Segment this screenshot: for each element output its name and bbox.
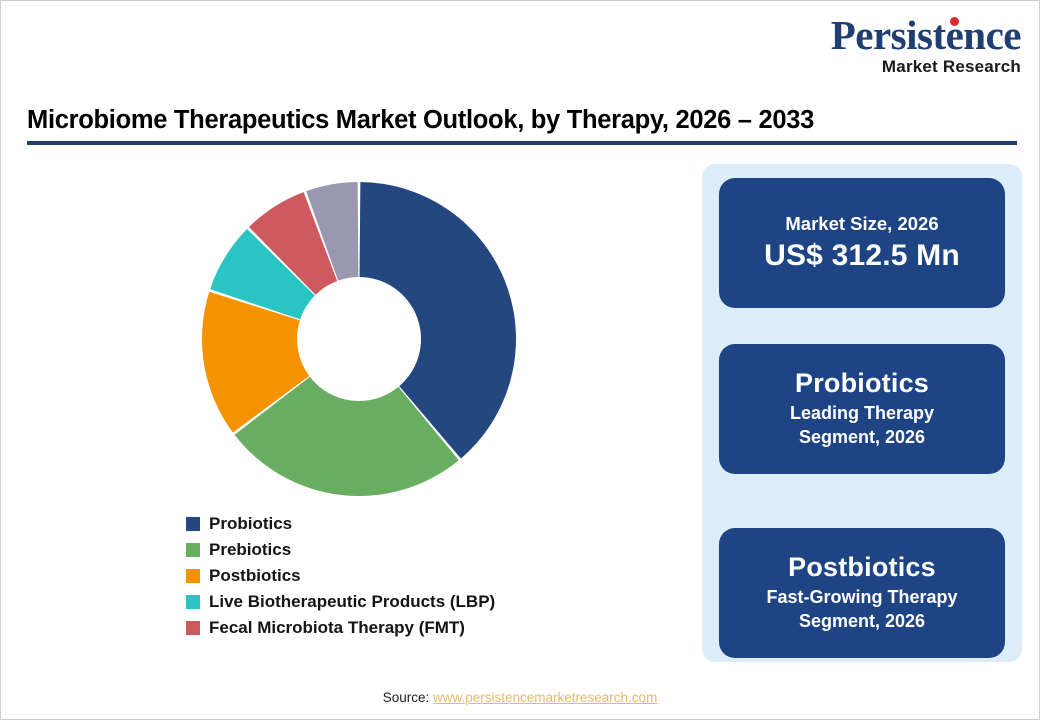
legend-swatch-fmt	[186, 621, 200, 635]
leading-segment-desc-2: Segment, 2026	[798, 427, 926, 448]
legend-item-prebiotics: Prebiotics	[186, 540, 495, 560]
legend-label-fmt: Fecal Microbiota Therapy (FMT)	[209, 618, 465, 637]
logo-tagline: Market Research	[881, 57, 1021, 76]
legend-label-probiotics: Probiotics	[209, 514, 293, 533]
legend-swatch-lbp	[186, 595, 200, 609]
market-size-value: US$ 312.5 Mn	[764, 238, 960, 272]
logo-dot-icon	[949, 17, 959, 26]
title-block: Microbiome Therapeutics Market Outlook, …	[27, 106, 1017, 145]
fast-growing-segment-desc-1: Fast-Growing Therapy	[766, 587, 958, 608]
leading-segment-desc-1: Leading Therapy	[789, 403, 935, 424]
legend-item-lbp: Live Biotherapeutic Products (LBP)	[186, 592, 495, 612]
chart-legend: Probiotics Prebiotics Postbiotics Live B…	[186, 514, 495, 644]
donut-slice	[306, 182, 359, 281]
donut-slice	[359, 182, 516, 459]
page-title: Microbiome Therapeutics Market Outlook, …	[27, 106, 814, 134]
leading-segment-card: Probiotics Leading Therapy Segment, 2026	[719, 344, 1005, 474]
title-underline	[27, 141, 1017, 145]
logo-wordmark: Persistence	[830, 12, 1022, 58]
brand-logo: Persistence Market Research	[830, 12, 1022, 76]
market-size-label: Market Size, 2026	[785, 213, 939, 235]
highlights-panel: Market Size, 2026 US$ 312.5 Mn Probiotic…	[702, 164, 1022, 662]
fast-growing-segment-card: Postbiotics Fast-Growing Therapy Segment…	[719, 528, 1005, 658]
legend-label-prebiotics: Prebiotics	[209, 540, 292, 559]
source-label: Source:	[382, 690, 430, 705]
donut-slice	[248, 192, 338, 295]
donut-chart	[201, 181, 517, 497]
donut-chart-svg	[202, 182, 516, 497]
fast-growing-segment-name: Postbiotics	[788, 552, 936, 583]
fast-growing-segment-desc-2: Segment, 2026	[798, 611, 926, 632]
legend-item-fmt: Fecal Microbiota Therapy (FMT)	[186, 618, 495, 638]
legend-swatch-postbiotics	[186, 569, 200, 583]
legend-swatch-prebiotics	[186, 543, 200, 557]
market-size-card: Market Size, 2026 US$ 312.5 Mn	[719, 178, 1005, 308]
donut-slices	[202, 182, 516, 497]
chart-area: Probiotics Prebiotics Postbiotics Live B…	[21, 161, 681, 661]
legend-item-postbiotics: Postbiotics	[186, 566, 495, 586]
source-link[interactable]: www.persistencemarketresearch.com	[432, 690, 658, 705]
legend-item-probiotics: Probiotics	[186, 514, 495, 534]
leading-segment-name: Probiotics	[794, 368, 930, 399]
legend-label-lbp: Live Biotherapeutic Products (LBP)	[209, 592, 496, 611]
donut-slice	[202, 291, 310, 433]
legend-label-postbiotics: Postbiotics	[209, 566, 301, 585]
donut-slice	[210, 228, 315, 320]
legend-swatch-probiotics	[186, 517, 200, 531]
source-line: Source: www.persistencemarketresearch.co…	[1, 690, 1039, 705]
donut-slice	[234, 376, 459, 497]
